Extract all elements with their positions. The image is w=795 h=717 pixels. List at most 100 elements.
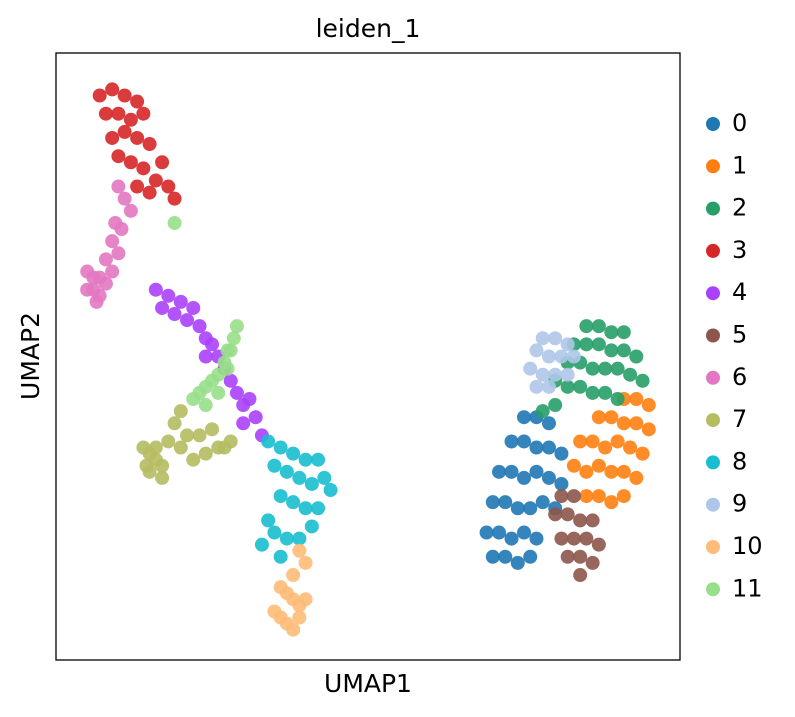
data-point [173,404,188,419]
data-point [148,440,163,455]
data-point [641,422,656,437]
data-point [223,373,238,388]
data-point [585,361,600,376]
plot-frame [55,52,681,661]
data-point [604,343,619,358]
data-point [92,88,107,103]
data-point [273,440,288,455]
legend-marker [706,582,720,597]
data-point [130,179,145,194]
data-point [292,610,307,625]
data-point [105,234,120,249]
data-point [623,440,638,455]
data-point [286,622,301,637]
data-point [111,179,126,194]
data-point [554,349,569,364]
data-point [566,531,581,546]
data-point [248,410,263,425]
data-point [548,398,563,413]
data-point [317,470,332,485]
data-point [167,191,182,206]
data-point [641,398,656,413]
data-point [229,385,244,400]
data-point [142,185,157,200]
data-point [286,446,301,461]
data-point [98,106,113,121]
data-point [192,428,207,443]
data-point [292,531,307,546]
legend-marker [706,540,720,554]
data-point [554,446,569,461]
data-point [242,391,257,406]
legend-label: 9 [732,490,747,518]
data-point [566,489,581,504]
data-point [560,379,575,394]
points [80,82,656,637]
data-point [323,483,338,498]
data-point [548,367,563,382]
data-point [161,434,176,449]
data-point [529,531,544,546]
legend-marker [706,413,720,428]
data-point [261,434,276,449]
data-point [541,379,556,394]
data-point [155,155,170,170]
data-point [523,501,538,516]
data-point [286,495,301,510]
data-point [205,337,219,352]
data-point [591,489,606,504]
legend-label: 5 [732,321,747,349]
legend-label: 8 [732,447,747,475]
legend-marker [706,117,720,131]
data-point [136,161,151,176]
data-point [223,434,238,449]
data-point [167,307,182,322]
data-point [517,525,531,540]
data-point [554,531,569,546]
data-point [192,319,207,334]
data-point [279,464,294,479]
data-point [610,434,625,449]
data-point [498,495,513,510]
data-point [585,385,600,400]
data-point [616,489,631,504]
legend-marker [706,455,720,470]
data-point [504,434,519,449]
data-point [211,385,226,400]
data-point [155,458,170,473]
data-point [523,549,538,564]
data-point [226,331,241,346]
data-point [573,513,588,528]
data-point [535,367,550,382]
data-point [105,82,120,97]
data-point [180,313,195,328]
legend-label: 10 [732,532,763,560]
data-point [279,531,294,546]
data-point [579,489,594,504]
data-point [504,531,519,546]
legend-marker [706,201,720,216]
data-point [111,246,126,261]
data-point [579,464,594,479]
data-point [598,361,613,376]
data-point [635,446,650,461]
data-point [304,519,319,534]
data-point [591,319,606,334]
data-point [89,294,104,309]
data-point [604,464,619,479]
data-point [616,343,631,358]
legend-marker [706,328,720,343]
data-point [198,446,213,461]
data-point [186,300,201,315]
data-point [579,337,594,352]
data-point [148,282,163,297]
data-point [629,416,644,431]
data-point [105,264,120,279]
data-point [548,331,563,346]
data-point [223,343,238,358]
data-point [573,568,588,583]
data-point [292,543,307,558]
data-point [123,155,138,170]
data-point [198,398,213,413]
